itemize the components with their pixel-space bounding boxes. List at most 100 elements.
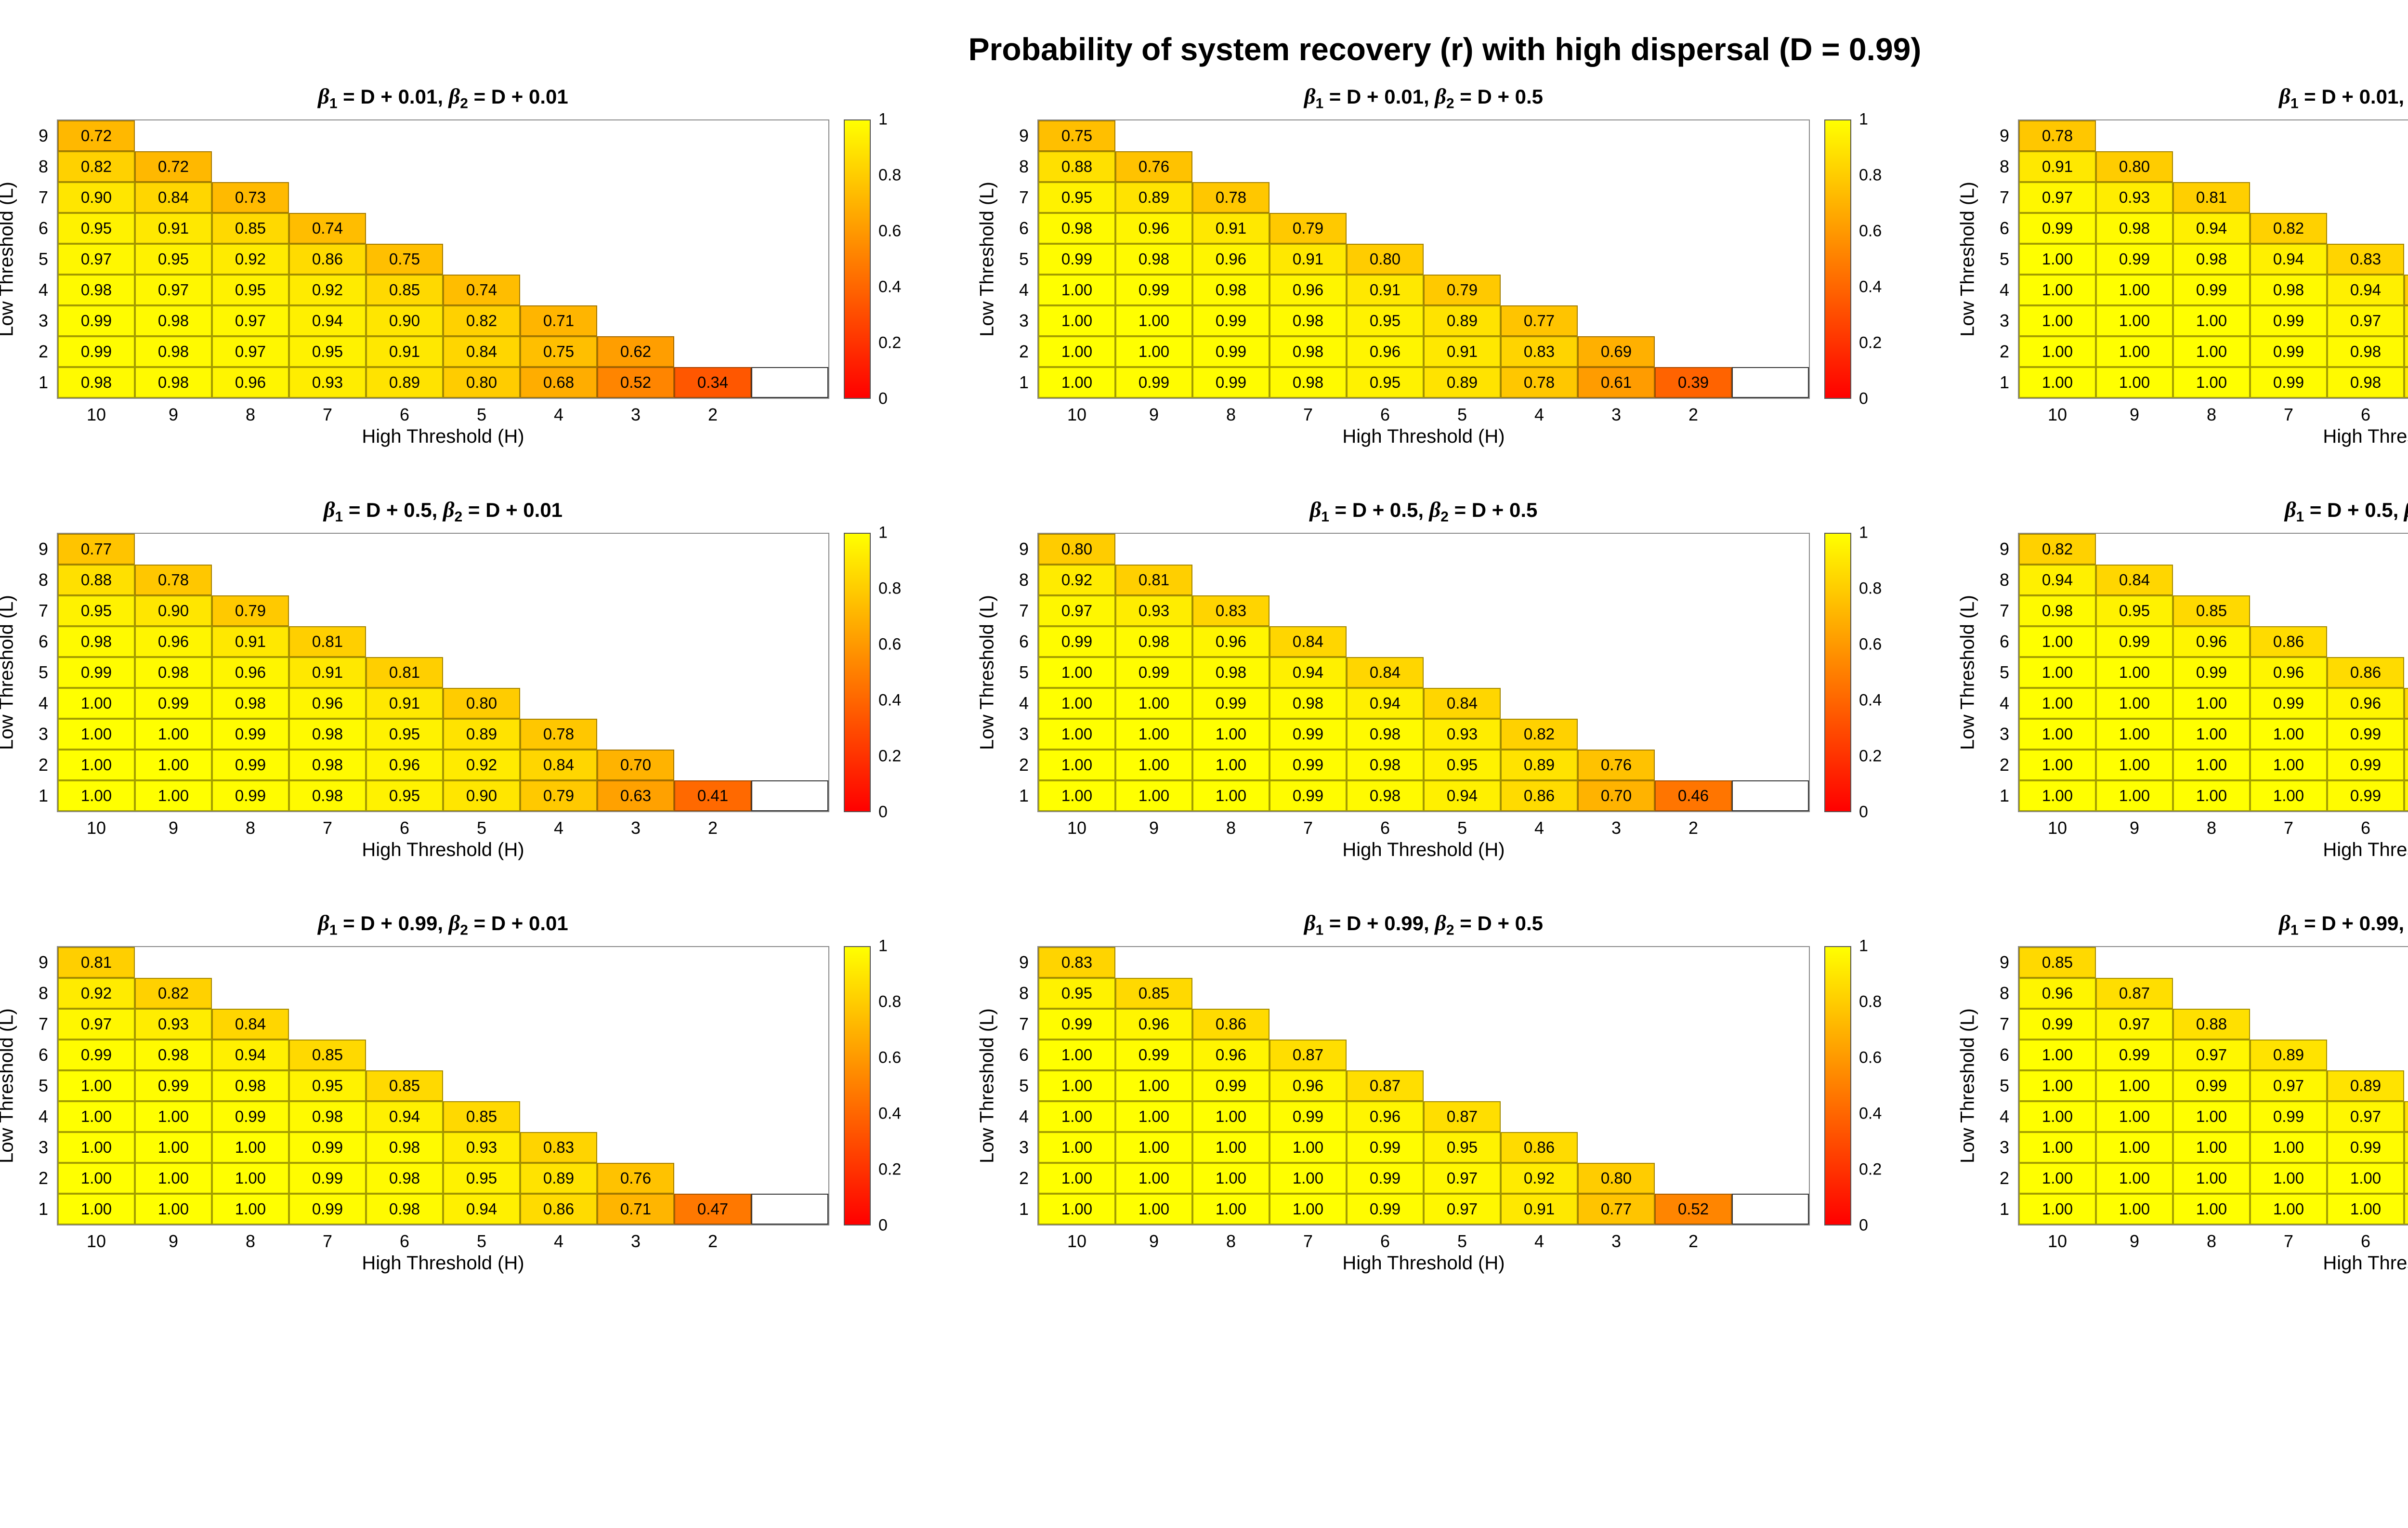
beta1-subscript: 1 bbox=[2290, 95, 2299, 111]
heatmap-cell: 0.84 bbox=[135, 182, 212, 213]
heatmap-cell: 0.86 bbox=[2404, 688, 2408, 719]
heatmap-cell: 1.00 bbox=[2173, 1101, 2250, 1132]
colorbar-gradient bbox=[844, 533, 871, 812]
x-tick-label: 7 bbox=[322, 1231, 333, 1251]
heatmap-cell: 1.00 bbox=[2327, 1194, 2404, 1225]
subplot-4: β1 = D + 0.5, β2 = D + 0.01 Low Threshol… bbox=[0, 495, 935, 870]
subplot-title: β1 = D + 0.01, β2 = D + 0.5 bbox=[1037, 83, 1810, 119]
beta1-subscript: 1 bbox=[1315, 922, 1324, 938]
heatmap-cell: 0.99 bbox=[2327, 780, 2404, 811]
heatmap-cell: 0.93 bbox=[1115, 595, 1192, 626]
x-tick-label: 5 bbox=[476, 405, 487, 424]
heatmap-cell: 1.00 bbox=[1038, 1101, 1115, 1132]
x-tick-label: 10 bbox=[1067, 1231, 1087, 1251]
subplot-title: β1 = D + 0.5, β2 = D + 0.99 bbox=[2018, 497, 2408, 533]
x-tick-label: 8 bbox=[245, 405, 256, 424]
heatmap-cell: 1.00 bbox=[2096, 1194, 2173, 1225]
heatmap-row: 0.99 0.98 0.94 0.82 bbox=[2019, 213, 2408, 244]
heatmap-cell: 0.99 bbox=[212, 719, 289, 750]
heatmap-cell: 0.99 bbox=[2096, 244, 2173, 275]
subplot-title: β1 = D + 0.01, β2 = D + 0.01 bbox=[57, 83, 829, 119]
x-axis-label-row: High Threshold (H) bbox=[1037, 426, 1810, 457]
y-tick-label: 6 bbox=[1019, 1045, 1029, 1065]
heatmap-axes: 0.77 0.88 0.78 0.95 0.90 0.79 0.98 0.96 0.91 0.81… bbox=[57, 533, 829, 812]
heatmap-cell: 0.77 bbox=[1578, 1194, 1655, 1225]
colorbar-tick-label: 0.6 bbox=[878, 635, 902, 654]
heatmap-cell: 1.00 bbox=[1115, 305, 1192, 336]
heatmap-row: 0.75 bbox=[1038, 120, 1809, 151]
x-tick-label: 2 bbox=[707, 1231, 718, 1251]
heatmap-cell: 0.98 bbox=[366, 1194, 443, 1225]
heatmap-cell: 0.99 bbox=[1115, 367, 1192, 398]
x-tick-label: 3 bbox=[630, 405, 641, 424]
heatmap-cell: 0.83 bbox=[1501, 336, 1578, 367]
heatmap-cell: 0.77 bbox=[58, 534, 135, 565]
heatmap-axes: 0.83 0.95 0.85 0.99 0.96 0.86 1.00 0.99 0.96 0.87… bbox=[1037, 946, 1810, 1225]
colorbar-tick-label: 0 bbox=[878, 803, 888, 821]
y-tick-label: 7 bbox=[1999, 187, 2009, 207]
heatmap-cell: 1.00 bbox=[135, 719, 212, 750]
heatmap-cell: 0.77 bbox=[1501, 305, 1578, 336]
heatmap-cell: 0.83 bbox=[1038, 947, 1115, 978]
beta1-value: = D + 0.99, bbox=[1323, 911, 1435, 935]
colorbar-tick-label: 1 bbox=[878, 523, 888, 542]
heatmap-row: 0.85 bbox=[2019, 947, 2408, 978]
beta2-subscript: 2 bbox=[1446, 922, 1454, 938]
heatmap-cell: 0.99 bbox=[58, 657, 135, 688]
y-axis-label: Low Threshold (L) bbox=[1957, 1008, 1978, 1163]
x-tick-label: 5 bbox=[1457, 405, 1467, 424]
x-tick-label: 3 bbox=[1611, 1231, 1622, 1251]
heatmap-cell: 0.98 bbox=[2096, 213, 2173, 244]
colorbar-gradient bbox=[1824, 533, 1851, 812]
heatmap-row: 1.00 1.00 0.99 0.98 0.96 0.91 0.83 0.69 bbox=[1038, 336, 1809, 367]
heatmap-row: 0.88 0.78 bbox=[58, 565, 828, 595]
heatmap-row: 1.00 1.00 0.99 0.98 0.95 0.90 0.79 0.63 0.41 bbox=[58, 780, 828, 811]
heatmap-cell: 0.93 bbox=[289, 367, 366, 398]
heatmap-cell: 0.99 bbox=[212, 780, 289, 811]
heatmap-cell: 0.94 bbox=[1269, 657, 1347, 688]
y-tick-label: 3 bbox=[38, 724, 48, 744]
y-tick-label: 9 bbox=[1999, 952, 2009, 972]
heatmap-cell: 0.93 bbox=[1424, 719, 1501, 750]
heatmap-cell: 0.97 bbox=[2404, 780, 2408, 811]
heatmap-cell: 0.99 bbox=[2327, 719, 2404, 750]
heatmap-cell: 0.84 bbox=[1269, 626, 1347, 657]
heatmap-cell: 0.76 bbox=[1578, 750, 1655, 780]
y-axis-label: Low Threshold (L) bbox=[1957, 182, 1978, 337]
heatmap-row: 0.95 0.89 0.78 bbox=[1038, 182, 1809, 213]
y-tick-label: 7 bbox=[1999, 1014, 2009, 1034]
heatmap-cell: 0.72 bbox=[135, 151, 212, 182]
heatmap-cell: 0.80 bbox=[1578, 1163, 1655, 1194]
colorbar: 1 0.8 0.6 0.4 0.2 0 bbox=[829, 937, 935, 1235]
heatmap-cell: 0.86 bbox=[289, 244, 366, 275]
heatmap-cell: 0.71 bbox=[597, 1194, 674, 1225]
heatmap-row: 1.00 1.00 0.99 0.96 0.86 bbox=[2019, 657, 2408, 688]
y-tick-label: 1 bbox=[38, 372, 48, 392]
y-tick-label: 2 bbox=[1999, 755, 2009, 775]
x-tick-labels: 10 9 8 7 6 5 4 3 2 bbox=[1037, 1225, 1810, 1252]
x-tick-label: 9 bbox=[1149, 818, 1159, 838]
x-axis-label-row: High Threshold (H) bbox=[2018, 1252, 2408, 1283]
heatmap-cell: 1.00 bbox=[2096, 657, 2173, 688]
heatmap-cell: 0.98 bbox=[289, 750, 366, 780]
x-tick-label: 5 bbox=[476, 818, 487, 838]
subplot-grid: β1 = D + 0.01, β2 = D + 0.01 Low Thresho… bbox=[0, 82, 2408, 1283]
heatmap-cell: 0.99 bbox=[2250, 367, 2327, 398]
heatmap-cell: 0.94 bbox=[443, 1194, 520, 1225]
x-tick-label: 3 bbox=[630, 818, 641, 838]
heatmap-cell: 0.99 bbox=[2096, 1040, 2173, 1070]
colorbar-tick-label: 0 bbox=[1859, 803, 1868, 821]
heatmap-cell: 1.00 bbox=[1192, 1194, 1269, 1225]
heatmap-cell: 0.99 bbox=[289, 1132, 366, 1163]
colorbar-tick-label: 1 bbox=[878, 936, 888, 955]
colorbar-tick-label: 1 bbox=[1859, 110, 1868, 129]
heatmap-cell: 0.91 bbox=[1347, 275, 1424, 305]
heatmap-cell: 0.94 bbox=[2019, 565, 2096, 595]
beta1-symbol: β bbox=[2279, 83, 2290, 108]
empty-corner-cell bbox=[1732, 367, 1809, 398]
y-tick-label: 8 bbox=[38, 983, 48, 1003]
x-tick-label: 4 bbox=[553, 1231, 564, 1251]
y-tick-label: 1 bbox=[1999, 786, 2009, 805]
y-tick-label: 4 bbox=[1999, 280, 2009, 300]
y-tick-label: 1 bbox=[38, 1199, 48, 1219]
